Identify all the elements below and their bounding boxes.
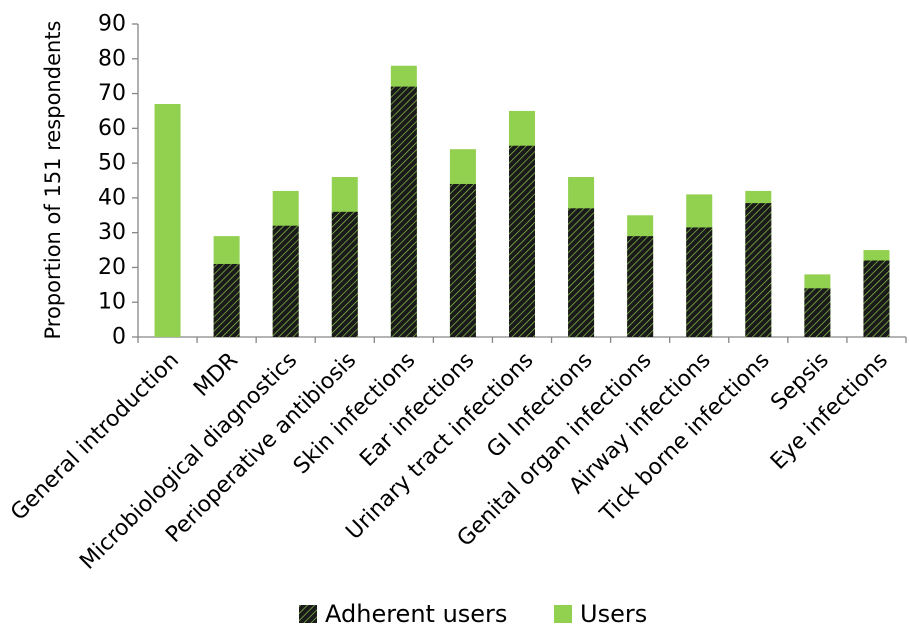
y-tick-label: 60 [98, 116, 126, 141]
bar-adherent-users [272, 225, 299, 337]
bar-adherent-users [213, 263, 240, 337]
legend-label: Adherent users [325, 600, 507, 628]
y-tick-label: 50 [98, 151, 126, 176]
bar-adherent-users [449, 183, 476, 337]
legend: Adherent users Users [299, 600, 647, 628]
bar-adherent-users [804, 288, 831, 337]
y-axis-title: Proportion of 151 respondents [41, 21, 65, 340]
y-tick-label: 80 [98, 46, 126, 71]
y-tick-label: 20 [98, 255, 126, 280]
bar-adherent-users [686, 227, 713, 337]
bar-adherent-users [627, 236, 654, 337]
legend-swatch [299, 605, 317, 623]
y-tick-label: 30 [98, 220, 126, 245]
y-tick-label: 40 [98, 185, 126, 210]
y-tick-label: 90 [98, 12, 126, 37]
bar-adherent-users [863, 260, 890, 337]
bar-adherent-users [509, 145, 535, 337]
bar-adherent-users [745, 203, 772, 337]
x-category-label: MDR [189, 348, 243, 402]
y-tick-label: 0 [112, 325, 126, 350]
x-category-label: Microbiological diagnostics [75, 348, 302, 575]
legend-swatch [554, 605, 572, 623]
y-tick-label: 10 [98, 290, 126, 315]
legend-label: Users [580, 600, 647, 628]
bar-users [154, 103, 181, 337]
bar-adherent-users [331, 211, 358, 337]
bar-adherent-users [390, 86, 417, 337]
y-axis-title-group: Proportion of 151 respondents [41, 21, 65, 340]
bar-adherent-users [568, 208, 595, 337]
y-tick-label: 70 [98, 81, 126, 106]
